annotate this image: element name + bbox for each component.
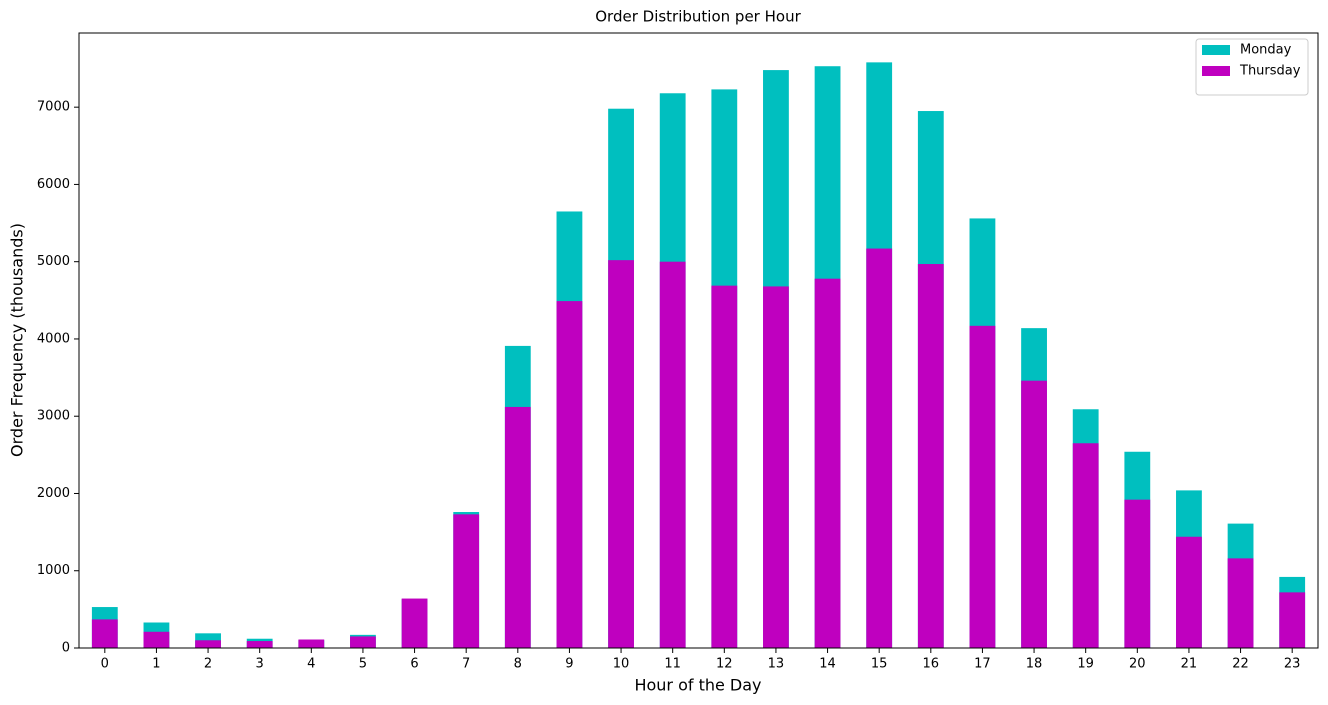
bar xyxy=(1279,592,1306,648)
bar xyxy=(556,301,583,648)
y-tick-label: 1000 xyxy=(37,563,70,578)
bar xyxy=(1227,558,1254,648)
x-tick-label: 10 xyxy=(613,657,630,672)
y-tick-label: 3000 xyxy=(37,409,70,424)
bar xyxy=(298,639,325,648)
x-tick-label: 7 xyxy=(462,657,470,672)
x-tick-label: 1 xyxy=(152,657,160,672)
bar xyxy=(401,598,428,648)
bar xyxy=(917,264,944,648)
x-tick-label: 17 xyxy=(974,657,991,672)
x-tick-label: 22 xyxy=(1232,657,1249,672)
bar xyxy=(1176,536,1202,648)
x-tick-label: 3 xyxy=(256,657,264,672)
x-tick-label: 15 xyxy=(871,657,888,672)
x-tick-label: 9 xyxy=(565,657,573,672)
bar xyxy=(608,260,634,648)
x-tick-label: 8 xyxy=(514,657,522,672)
x-tick-label: 23 xyxy=(1284,657,1301,672)
bar xyxy=(91,619,118,648)
bar xyxy=(143,631,170,648)
bar xyxy=(1072,443,1099,648)
x-tick-label: 16 xyxy=(923,657,940,672)
bar xyxy=(195,640,221,648)
x-tick-label: 21 xyxy=(1181,657,1198,672)
bar xyxy=(453,514,480,648)
plot-frame xyxy=(78,32,1319,649)
legend-swatch xyxy=(1202,66,1230,76)
bar xyxy=(1124,499,1151,648)
bar xyxy=(814,278,841,648)
x-tick-label: 20 xyxy=(1129,657,1146,672)
x-tick-label: 5 xyxy=(359,657,367,672)
y-tick-label: 6000 xyxy=(37,177,70,192)
bar xyxy=(659,261,686,648)
x-tick-label: 2 xyxy=(204,657,212,672)
bar xyxy=(763,286,789,648)
x-tick-label: 4 xyxy=(307,657,315,672)
x-tick-label: 13 xyxy=(768,657,785,672)
bar xyxy=(711,285,738,648)
x-tick-label: 11 xyxy=(664,657,681,672)
y-tick-label: 5000 xyxy=(37,254,70,269)
bar xyxy=(246,641,273,648)
chart-title: Order Distribution per Hour xyxy=(595,8,801,26)
bar xyxy=(1021,380,1047,648)
x-tick-label: 0 xyxy=(101,657,109,672)
legend-label: Thursday xyxy=(1239,64,1301,79)
bar xyxy=(350,636,376,648)
bar xyxy=(969,325,996,648)
x-tick-label: 6 xyxy=(410,657,418,672)
legend-swatch xyxy=(1202,45,1230,55)
y-tick-label: 0 xyxy=(62,641,70,656)
x-axis-label: Hour of the Day xyxy=(634,676,761,695)
x-tick-label: 19 xyxy=(1077,657,1094,672)
y-tick-label: 2000 xyxy=(37,486,70,501)
y-tick-label: 7000 xyxy=(37,100,70,115)
y-axis-label: Order Frequency (thousands) xyxy=(8,223,27,457)
legend-label: Monday xyxy=(1240,43,1292,58)
y-tick-label: 4000 xyxy=(37,331,70,346)
bar xyxy=(866,248,893,648)
x-tick-label: 14 xyxy=(819,657,836,672)
x-tick-label: 12 xyxy=(716,657,733,672)
x-tick-label: 18 xyxy=(1026,657,1043,672)
bar xyxy=(504,406,531,648)
